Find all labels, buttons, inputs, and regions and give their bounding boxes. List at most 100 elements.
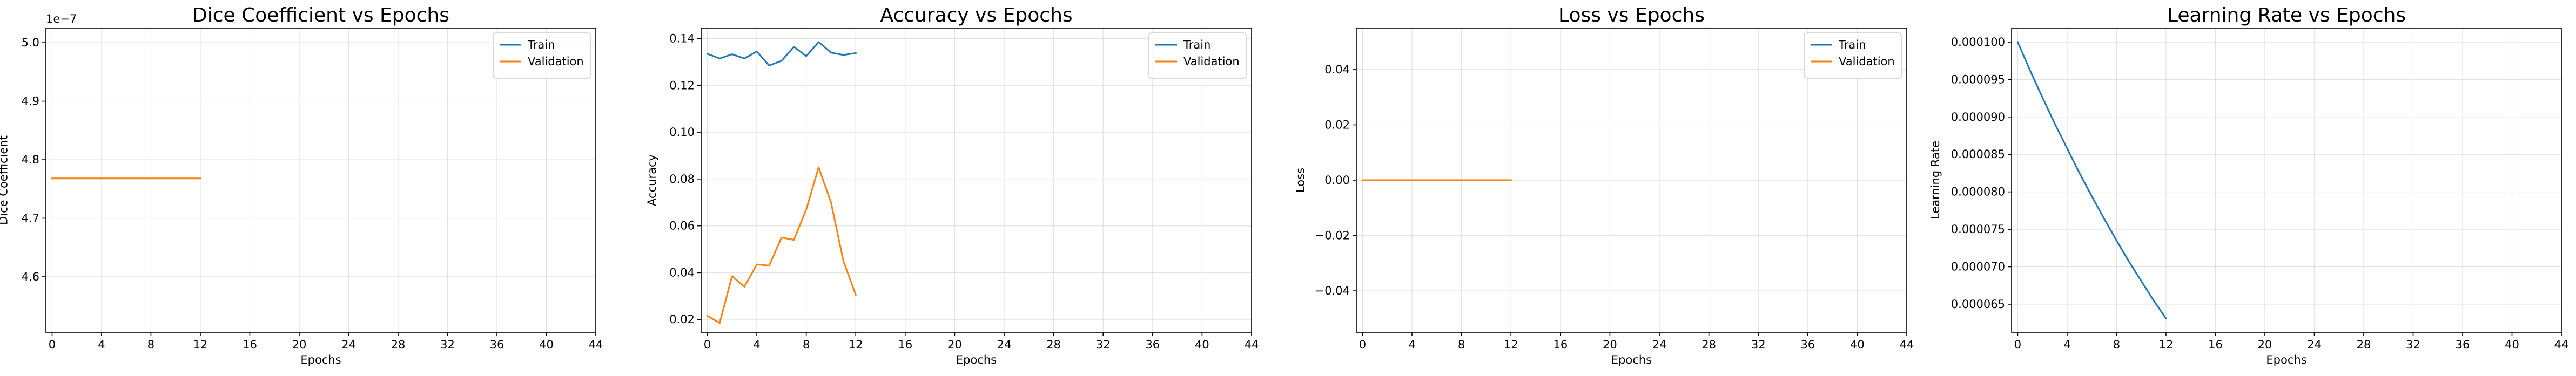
x-tick-label: 44 bbox=[2554, 338, 2569, 351]
chart-panel-3: 0 4 8 12 16 20 24 28 32 36 40 44 −0.04 −0.02 0.00 0.02 0… bbox=[1294, 4, 1914, 366]
y-tick-label: 0.000065 bbox=[1951, 298, 2005, 311]
chart-panel-4: 0 4 8 12 16 20 24 28 32 36 40 44 0.000065 0.000070 0.0… bbox=[1929, 4, 2568, 366]
legend-label-train: Train bbox=[1183, 38, 1210, 51]
y-tick-label: 0.000080 bbox=[1951, 186, 2005, 199]
x-tick-label: 0 bbox=[704, 338, 711, 351]
x-tick-label: 20 bbox=[947, 338, 962, 351]
x-tick-label: 32 bbox=[440, 338, 455, 351]
x-axis-label: Epochs bbox=[1611, 353, 1652, 366]
y-tick-label: 0.000085 bbox=[1951, 148, 2005, 161]
y-tick-label: 0.12 bbox=[669, 79, 695, 92]
x-axis-label: Epochs bbox=[300, 353, 341, 366]
y-tick-label: 5.0 bbox=[22, 36, 39, 49]
x-tick-label: 4 bbox=[753, 338, 760, 351]
legend-label-validation: Validation bbox=[528, 55, 584, 68]
x-tick-label: 16 bbox=[243, 338, 257, 351]
legend: Train Validation bbox=[493, 32, 591, 79]
x-tick-label: 12 bbox=[849, 338, 863, 351]
y-tick-label: 0.10 bbox=[669, 126, 695, 139]
x-tick-label: 12 bbox=[193, 338, 208, 351]
series-line-validation bbox=[706, 166, 857, 324]
y-tick-label: 0.04 bbox=[669, 266, 695, 279]
y-tick-label: 4.8 bbox=[22, 153, 39, 166]
y-axis-label: Dice Coefficient bbox=[0, 135, 10, 225]
x-tick-label: 24 bbox=[341, 338, 356, 351]
x-tick-label: 24 bbox=[2307, 338, 2322, 351]
legend-label-validation: Validation bbox=[1183, 55, 1240, 68]
y-tick-label: 0.000095 bbox=[1951, 73, 2005, 86]
y-tick-label: 4.6 bbox=[22, 270, 39, 283]
y-tick-label: 0.02 bbox=[669, 313, 695, 326]
x-tick-label: 36 bbox=[490, 338, 505, 351]
x-axis-label: Epochs bbox=[2266, 353, 2306, 366]
x-tick-label: 24 bbox=[997, 338, 1012, 351]
x-tick-label: 4 bbox=[98, 338, 105, 351]
chart-title: Dice Coefficient vs Epochs bbox=[192, 4, 449, 26]
x-tick-label: 36 bbox=[1800, 338, 1815, 351]
x-tick-label: 44 bbox=[589, 338, 603, 351]
x-tick-label: 28 bbox=[1701, 338, 1716, 351]
x-axis-label: Epochs bbox=[956, 353, 997, 366]
x-tick-label: 0 bbox=[1359, 338, 1366, 351]
y-tick-label: 0.00 bbox=[1324, 174, 1350, 187]
x-tick-label: 36 bbox=[1145, 338, 1160, 351]
y-axis-label: Accuracy bbox=[645, 154, 658, 206]
x-tick-label: 16 bbox=[2208, 338, 2223, 351]
axes-frame bbox=[45, 28, 596, 333]
chart-title: Learning Rate vs Epochs bbox=[2167, 4, 2406, 26]
x-tick-label: 8 bbox=[147, 338, 154, 351]
plot-area bbox=[701, 28, 1252, 332]
x-tick-label: 32 bbox=[1096, 338, 1111, 351]
x-tick-label: 32 bbox=[1751, 338, 1766, 351]
x-tick-label: 40 bbox=[539, 338, 554, 351]
plot-area bbox=[46, 28, 596, 332]
y-tick-label: 0.000090 bbox=[1951, 111, 2005, 124]
y-tick-label: 0.02 bbox=[1324, 118, 1350, 131]
x-tick-label: 20 bbox=[292, 338, 307, 351]
y-tick-label: 0.000070 bbox=[1951, 261, 2005, 274]
legend-label-train: Train bbox=[527, 38, 555, 51]
x-tick-label: 0 bbox=[2014, 338, 2021, 351]
y-tick-label: 0.000100 bbox=[1951, 36, 2005, 49]
axis-offset-label: 1e−7 bbox=[46, 12, 77, 25]
x-tick-label: 8 bbox=[2113, 338, 2120, 351]
x-tick-label: 40 bbox=[2505, 338, 2519, 351]
x-tick-label: 44 bbox=[1245, 338, 1259, 351]
legend-label-validation: Validation bbox=[1839, 55, 1895, 68]
x-tick-label: 8 bbox=[803, 338, 810, 351]
x-tick-label: 36 bbox=[2456, 338, 2470, 351]
axes-frame bbox=[701, 28, 1252, 333]
y-tick-label: −0.04 bbox=[1315, 284, 1350, 297]
series-line-train bbox=[706, 41, 857, 66]
y-tick-label: −0.02 bbox=[1315, 229, 1350, 242]
x-tick-label: 4 bbox=[2063, 338, 2070, 351]
x-tick-label: 28 bbox=[391, 338, 406, 351]
legend: Train Validation bbox=[1804, 32, 1902, 79]
y-tick-label: 0.04 bbox=[1324, 63, 1350, 76]
x-tick-label: 12 bbox=[2159, 338, 2174, 351]
x-tick-label: 20 bbox=[1603, 338, 1617, 351]
axes-frame bbox=[2011, 28, 2562, 333]
y-tick-label: 0.08 bbox=[669, 173, 695, 186]
x-tick-label: 40 bbox=[1195, 338, 1209, 351]
y-axis-label: Loss bbox=[1294, 168, 1307, 193]
x-tick-label: 16 bbox=[1553, 338, 1568, 351]
chart-title: Loss vs Epochs bbox=[1558, 4, 1705, 26]
x-tick-label: 8 bbox=[1458, 338, 1465, 351]
y-tick-label: 0.06 bbox=[669, 220, 695, 233]
x-tick-label: 4 bbox=[1408, 338, 1415, 351]
y-tick-label: 4.7 bbox=[22, 212, 39, 225]
x-tick-label: 44 bbox=[1900, 338, 1914, 351]
x-tick-label: 24 bbox=[1652, 338, 1667, 351]
x-tick-label: 20 bbox=[2258, 338, 2272, 351]
x-tick-label: 28 bbox=[2357, 338, 2371, 351]
chart-panel-2: 0 4 8 12 16 20 24 28 32 36 40 44 0.02 0.04 0.06 0.08 0.1… bbox=[645, 4, 1259, 366]
x-tick-label: 40 bbox=[1850, 338, 1865, 351]
plot-area bbox=[2012, 28, 2561, 332]
y-tick-label: 0.14 bbox=[669, 32, 695, 45]
legend: Train Validation bbox=[1148, 32, 1247, 79]
y-axis-label: Learning Rate bbox=[1929, 141, 1942, 220]
chart-panel-1: 0 4 8 12 16 20 24 28 32 36 40 44 4.6 4.7 4.8 4.9 5.0 1e−7… bbox=[0, 4, 603, 366]
x-tick-label: 28 bbox=[1046, 338, 1061, 351]
